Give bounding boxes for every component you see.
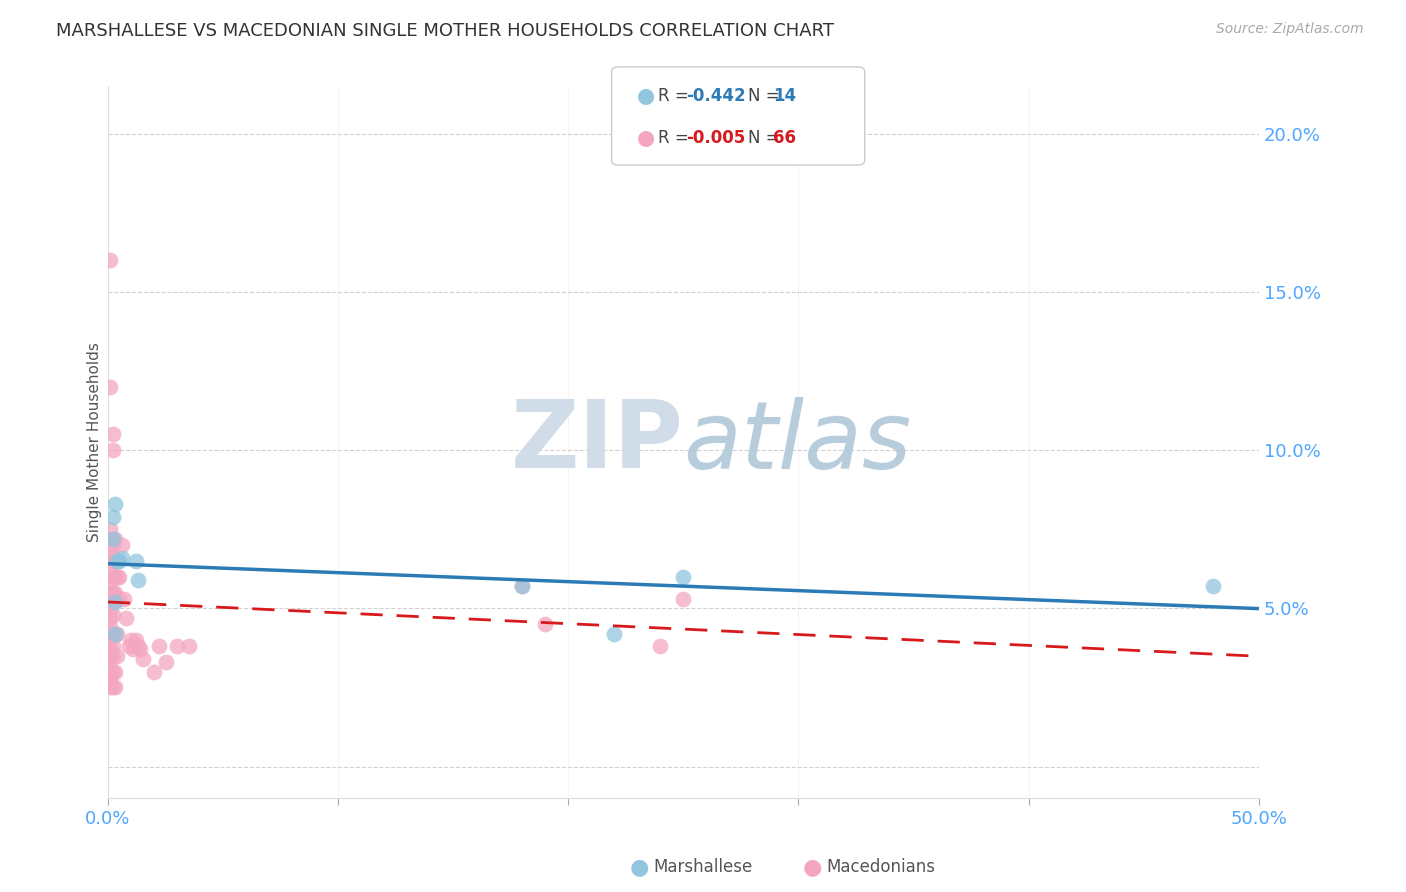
Text: ●: ● [803,857,823,877]
Point [101,427,124,442]
Point [101,509,124,524]
Point [105,626,128,640]
Point [603,626,626,640]
Text: ●: ● [630,857,650,877]
Point [101,570,124,584]
Point [98,642,121,657]
Point [98,380,121,394]
Point [108,591,131,606]
Point [98,544,121,558]
Point [177,640,200,654]
Point [104,681,127,695]
Point [98,671,121,685]
Point [1202,579,1225,593]
Point [98,522,121,536]
Point [98,585,121,599]
Text: Source: ZipAtlas.com: Source: ZipAtlas.com [1216,22,1364,37]
Point [98,655,121,669]
Point [108,570,131,584]
Point [105,648,128,663]
Text: ZIP: ZIP [510,396,683,488]
Point [166,640,188,654]
Point [122,642,145,657]
Point [104,532,127,546]
Point [105,554,128,568]
Point [101,607,124,622]
Point [104,665,127,679]
Point [101,585,124,599]
Point [98,554,121,568]
Point [98,626,121,640]
Point [101,532,124,546]
Text: 14: 14 [773,87,796,105]
Point [101,626,124,640]
Point [98,648,121,663]
Point [127,640,149,654]
Point [98,601,121,615]
Point [127,573,149,587]
Point [101,443,124,458]
Point [98,620,121,634]
Point [115,611,138,625]
Point [111,550,134,565]
Point [672,591,695,606]
Point [98,253,121,268]
Point [101,595,124,609]
Point [101,665,124,679]
Point [104,554,127,568]
Text: Marshallese: Marshallese [654,858,754,876]
Text: Macedonians: Macedonians [827,858,936,876]
Point [98,611,121,625]
Point [98,595,121,609]
Point [510,579,533,593]
Point [124,632,146,647]
Point [650,640,672,654]
Point [155,655,177,669]
Point [124,554,146,568]
Point [98,681,121,695]
Point [98,576,121,591]
Text: 66: 66 [773,129,796,147]
Point [98,532,121,546]
Text: atlas: atlas [683,397,911,488]
Point [534,617,557,632]
Point [510,579,533,593]
Point [120,632,142,647]
Text: R =: R = [658,129,695,147]
Point [111,538,134,552]
Point [129,642,152,657]
Point [104,497,127,511]
Text: ●: ● [637,87,655,106]
Point [104,585,127,599]
Point [672,570,695,584]
Point [143,665,166,679]
Text: N =: N = [748,87,785,105]
Text: MARSHALLESE VS MACEDONIAN SINGLE MOTHER HOUSEHOLDS CORRELATION CHART: MARSHALLESE VS MACEDONIAN SINGLE MOTHER … [56,22,834,40]
Text: R =: R = [658,87,695,105]
Point [131,652,153,666]
Text: N =: N = [748,129,785,147]
Point [148,640,170,654]
Point [101,648,124,663]
Point [104,595,127,609]
Point [104,626,127,640]
Text: ●: ● [637,128,655,148]
Point [101,550,124,565]
Point [98,665,121,679]
Point [101,640,124,654]
Point [104,570,127,584]
Text: -0.005: -0.005 [686,129,745,147]
Point [112,591,135,606]
Point [101,681,124,695]
Point [118,640,141,654]
Y-axis label: Single Mother Households: Single Mother Households [87,343,103,542]
Point [105,570,128,584]
Point [108,554,131,568]
Point [105,554,128,568]
Point [98,563,121,577]
Point [101,538,124,552]
Text: -0.442: -0.442 [686,87,745,105]
Point [98,632,121,647]
Point [104,626,127,640]
